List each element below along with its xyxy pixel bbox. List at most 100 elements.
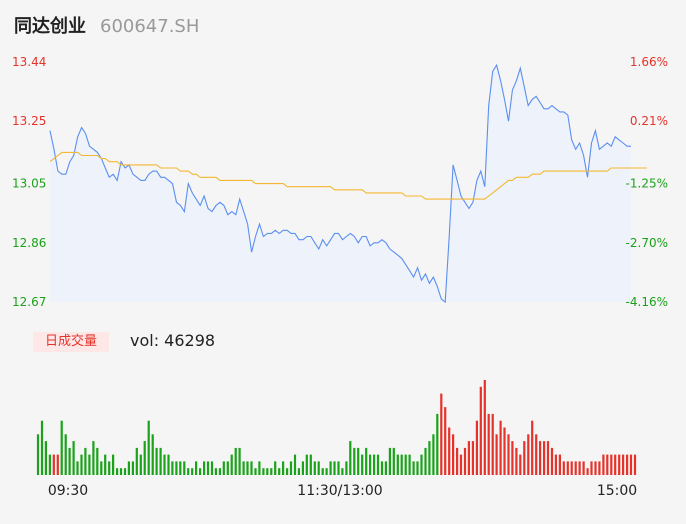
volume-bar (432, 434, 435, 475)
volume-bar (238, 447, 241, 475)
volume-bar (483, 380, 486, 475)
time-tick-label: 09:30 (48, 483, 88, 499)
volume-bar (420, 454, 423, 475)
volume-bar (479, 386, 482, 475)
volume-bar (108, 461, 111, 475)
volume-bar (578, 461, 581, 475)
volume-bar (550, 447, 554, 475)
volume-bar (329, 461, 332, 475)
volume-bar (116, 468, 119, 475)
percent-tick-label: -2.70% (626, 236, 668, 250)
volume-bar (112, 454, 115, 475)
volume-bar (68, 447, 71, 475)
volume-bar (270, 468, 273, 475)
volume-bar (365, 447, 368, 475)
volume-bar (246, 461, 249, 475)
volume-bar (558, 454, 561, 475)
volume-bar (511, 441, 514, 475)
volume-bar (80, 454, 83, 475)
volume-bar (40, 420, 44, 475)
volume-bar (309, 454, 312, 475)
volume-bar (214, 468, 217, 475)
price-axis: 13.44 13.25 13.05 12.86 12.67 (12, 55, 46, 309)
volume-bar (392, 447, 395, 475)
volume-bar (305, 454, 308, 475)
volume-bar (341, 468, 344, 475)
volume-tab[interactable]: 日成交量 (33, 332, 109, 352)
volume-bar (234, 447, 237, 475)
percent-tick-label: -1.25% (626, 177, 668, 191)
volume-bar (495, 434, 498, 475)
volume-bar (408, 454, 411, 475)
volume-bar (36, 434, 40, 475)
volume-bar (301, 461, 304, 475)
volume-bar (100, 461, 103, 475)
volume-bar (44, 441, 47, 475)
volume-bar (594, 461, 597, 475)
volume-bar (286, 468, 289, 475)
percent-axis: 1.66% 0.21% -1.25% -2.70% -4.16% (626, 55, 668, 309)
volume-bar (574, 461, 577, 475)
volume-bar (88, 454, 91, 475)
volume-area (36, 380, 637, 475)
volume-bar (373, 454, 376, 475)
volume-bar (171, 461, 174, 475)
volume-bar (345, 461, 348, 475)
price-area (49, 63, 647, 304)
volume-bar (566, 461, 569, 475)
volume-bar (602, 454, 605, 475)
stock-name: 同达创业 (14, 16, 86, 37)
volume-bar (139, 454, 142, 475)
price-tick-label: 13.44 (12, 55, 46, 69)
volume-bar (400, 454, 403, 475)
volume-bar (191, 468, 194, 475)
volume-bar (183, 461, 186, 475)
volume-bar (72, 441, 75, 475)
volume-bar (471, 441, 474, 475)
stock-header: 同达创业 600647.SH (14, 12, 199, 40)
volume-bar (531, 420, 534, 475)
percent-tick-label: 0.21% (630, 114, 668, 128)
volume-bar (104, 454, 107, 475)
volume-bar (60, 420, 63, 475)
volume-bar (396, 454, 399, 475)
volume-bar (222, 461, 225, 475)
volume-bar (131, 461, 134, 475)
volume-bar (321, 468, 324, 475)
volume-bar (48, 454, 51, 475)
volume-bar (155, 447, 158, 475)
volume-bar (179, 461, 182, 475)
volume-bar (388, 447, 391, 475)
volume-bar (546, 441, 550, 475)
volume-bar (459, 454, 463, 475)
volume-bar (527, 434, 530, 475)
volume-bar (76, 461, 79, 475)
volume-bar (499, 420, 502, 475)
time-tick-label: 15:00 (597, 483, 637, 499)
volume-bar (626, 454, 629, 475)
volume-bar (467, 441, 470, 475)
volume-bar (491, 413, 494, 475)
volume-bar (570, 461, 573, 475)
price-fill (50, 65, 631, 302)
volume-bar (159, 447, 162, 475)
volume-bar (210, 461, 214, 475)
volume-bar (622, 454, 625, 475)
volume-bar (349, 441, 352, 475)
volume-bar (262, 468, 265, 475)
volume-bar (195, 461, 198, 475)
volume-bar (151, 434, 154, 475)
volume-bar (562, 461, 565, 475)
volume-bar (456, 447, 459, 475)
volume-bar (289, 461, 293, 475)
volume-bar (206, 461, 210, 475)
volume-bar (313, 461, 316, 475)
volume-bar (293, 454, 297, 475)
volume-bar (199, 468, 202, 475)
volume-bar (416, 461, 419, 475)
volume-bar (163, 454, 166, 475)
volume-bar (52, 454, 55, 475)
volume-bar (230, 454, 233, 475)
price-tick-label: 13.05 (12, 177, 46, 191)
